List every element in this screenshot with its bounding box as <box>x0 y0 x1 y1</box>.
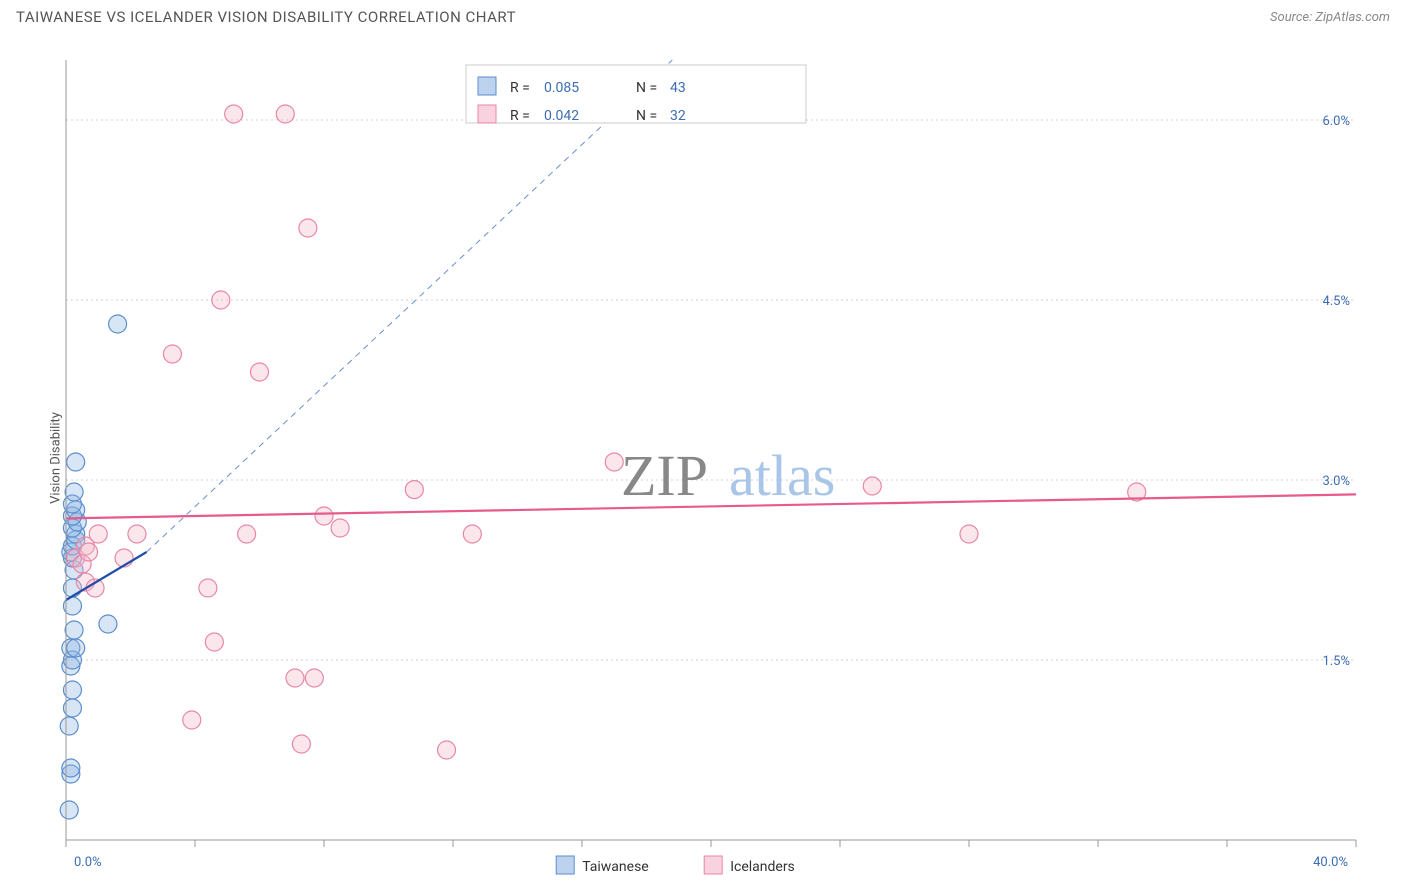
trend-line <box>66 494 1356 518</box>
chart-title: TAIWANESE VS ICELANDER VISION DISABILITY… <box>16 8 516 26</box>
data-point <box>60 801 78 819</box>
data-point <box>405 481 423 499</box>
legend-swatch <box>704 856 722 874</box>
data-point <box>99 615 117 633</box>
data-point <box>205 633 223 651</box>
legend-r-value: 0.085 <box>544 80 579 96</box>
data-point <box>183 711 201 729</box>
data-point <box>65 621 83 639</box>
x-tick-label: 40.0% <box>1313 855 1348 870</box>
source-attribution: Source: ZipAtlas.com <box>1270 10 1390 25</box>
data-point <box>67 453 85 471</box>
data-point <box>605 453 623 471</box>
x-tick-label: 0.0% <box>74 855 102 870</box>
legend-r-label: R = <box>510 80 530 96</box>
data-point <box>438 741 456 759</box>
data-point <box>463 525 481 543</box>
svg-text:ZIP: ZIP <box>621 443 708 508</box>
legend-swatch <box>556 856 574 874</box>
y-tick-label: 3.0% <box>1322 474 1350 489</box>
data-point <box>80 543 98 561</box>
legend-r-value: 0.042 <box>544 108 579 124</box>
data-point <box>960 525 978 543</box>
data-point <box>331 519 349 537</box>
data-point <box>212 291 230 309</box>
scatter-chart: ZIP atlas 0.0% 40.0% 1.5% 3.0% 4.5% 6.0% R = 0.08… <box>16 40 1390 876</box>
legend-swatch <box>478 77 496 95</box>
legend-r-label: R = <box>510 108 530 124</box>
watermark: ZIP atlas <box>621 443 835 508</box>
data-point <box>109 315 127 333</box>
legend-n-value: 43 <box>670 80 686 96</box>
legend-n-label: N = <box>636 80 657 96</box>
svg-text:atlas: atlas <box>729 443 835 508</box>
data-point <box>315 507 333 525</box>
y-axis-label: Vision Disability <box>48 412 63 504</box>
data-point <box>276 105 294 123</box>
data-point <box>128 525 146 543</box>
data-point <box>299 219 317 237</box>
data-point <box>67 639 85 657</box>
data-point <box>238 525 256 543</box>
data-point <box>199 579 217 597</box>
y-tick-label: 1.5% <box>1322 654 1350 669</box>
data-point <box>89 525 107 543</box>
data-point <box>286 669 304 687</box>
legend-series-label: Taiwanese <box>582 859 649 875</box>
data-point <box>305 669 323 687</box>
data-point <box>225 105 243 123</box>
data-point <box>251 363 269 381</box>
y-tick-label: 4.5% <box>1322 294 1350 309</box>
legend-n-value: 32 <box>670 108 686 124</box>
data-point <box>863 477 881 495</box>
data-point <box>292 735 310 753</box>
chart-container: Vision Disability ZIP atlas 0.0% 40.0% 1.5% 3… <box>16 40 1390 876</box>
legend-swatch <box>478 105 496 123</box>
data-point <box>65 483 83 501</box>
data-point <box>60 717 78 735</box>
y-tick-label: 6.0% <box>1322 114 1350 129</box>
legend-series-label: Icelanders <box>730 859 795 875</box>
data-point <box>62 759 80 777</box>
data-point <box>163 345 181 363</box>
legend-n-label: N = <box>636 108 657 124</box>
